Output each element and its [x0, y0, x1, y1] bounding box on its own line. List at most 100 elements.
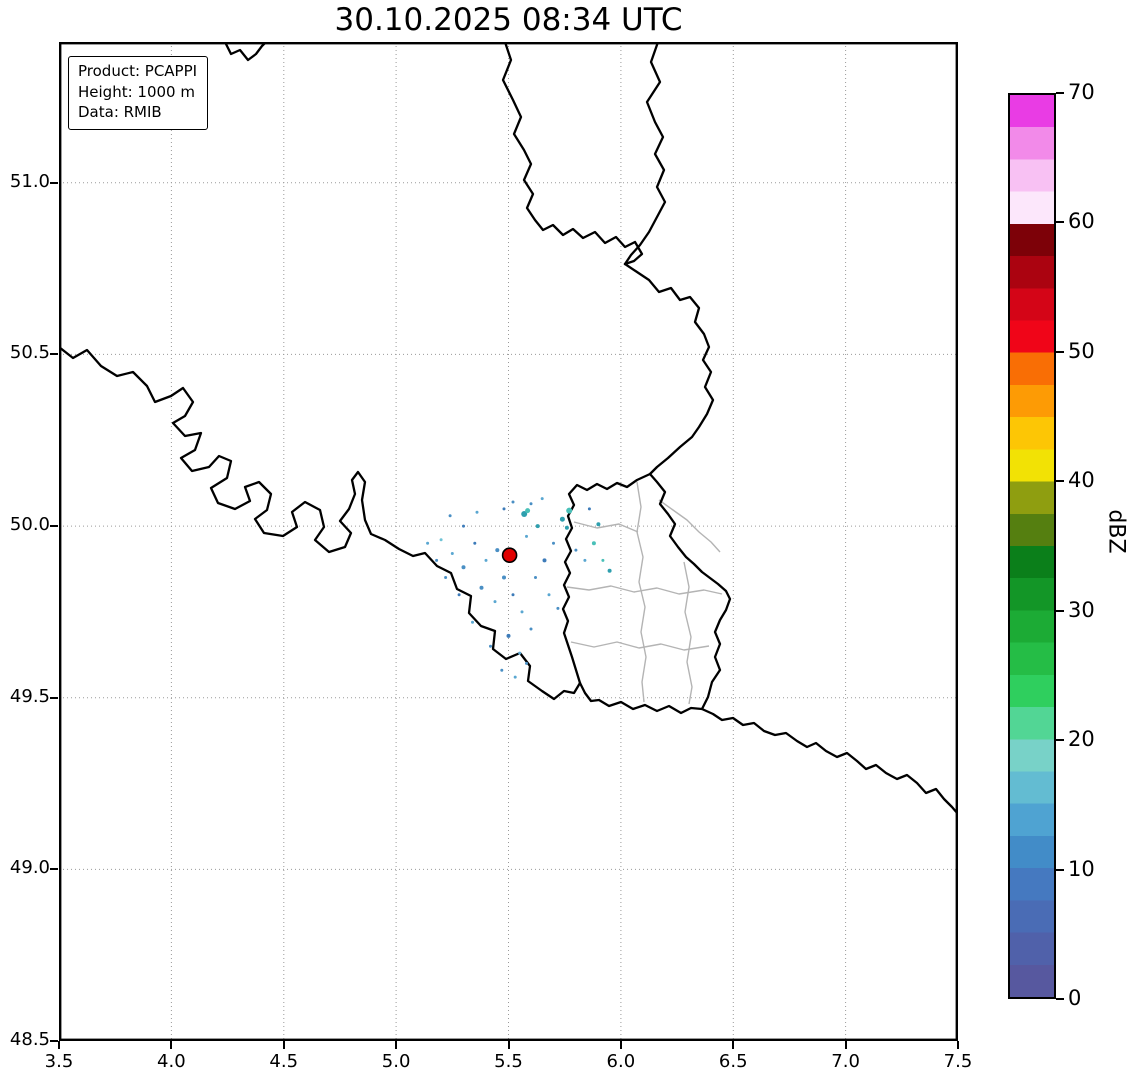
district-line — [636, 481, 647, 703]
echo-pixel — [564, 525, 569, 530]
echo-pixel — [559, 516, 565, 522]
echo-pixel — [529, 627, 533, 631]
echo-pixel — [511, 593, 515, 597]
echo-pixel — [489, 644, 492, 648]
echo-pixel — [450, 552, 454, 555]
echo-pixel — [601, 558, 605, 562]
echo-pixel — [493, 600, 497, 604]
y-tick — [50, 181, 58, 184]
echo-pixel — [461, 565, 466, 570]
y-tick — [50, 525, 58, 528]
figure-title: 30.10.2025 08:34 UTC — [334, 2, 683, 38]
echo-pixel — [535, 524, 540, 529]
colorbar-tick-label: 70 — [1068, 80, 1095, 104]
colorbar-axis-label: dBZ — [1103, 509, 1129, 554]
echo-pixel — [556, 606, 560, 610]
echo-pixel — [583, 558, 587, 562]
echo-pixel — [540, 497, 544, 501]
colorbar-tick-label: 0 — [1068, 986, 1082, 1010]
echo-pixel — [473, 541, 477, 545]
echo-pixel — [518, 651, 522, 655]
x-tick-label: 7.0 — [831, 1051, 860, 1072]
echo-pixel — [502, 575, 506, 580]
echo-pixel — [475, 510, 479, 514]
x-tick-label: 5.5 — [494, 1051, 523, 1072]
echo-pixel — [552, 541, 555, 545]
echo-pixel — [513, 675, 517, 679]
echo-pixel — [448, 514, 452, 518]
border-top-fragment — [223, 42, 268, 62]
echo-pixel — [439, 538, 443, 542]
colorbar-tick — [1056, 739, 1064, 742]
colorbar-tick-label: 60 — [1068, 209, 1095, 234]
x-tick — [844, 1041, 847, 1049]
echo-pixel — [529, 502, 533, 506]
colorbar — [1008, 93, 1056, 999]
echo-pixel — [596, 522, 601, 527]
radar-echoes — [426, 497, 612, 679]
colorbar-tick-label: 50 — [1068, 338, 1095, 363]
country-borders — [59, 42, 958, 816]
district-line — [566, 585, 723, 595]
border-belgium-germany — [623, 262, 715, 476]
y-tick-label: 49.5 — [9, 685, 50, 707]
echo-pixel — [534, 576, 537, 579]
x-tick — [507, 1041, 510, 1049]
echo-pixel — [587, 507, 591, 511]
echo-pixel — [506, 633, 511, 638]
y-tick-label: 48.5 — [9, 1029, 50, 1050]
echo-pixel — [435, 558, 439, 562]
data-source-line: Data: RMIB — [78, 103, 162, 122]
height-line: Height: 1000 m — [78, 82, 195, 101]
echo-pixel — [500, 668, 504, 672]
echo-pixel — [520, 610, 524, 614]
echo-pixel — [479, 585, 484, 590]
x-tick-label: 6.0 — [606, 1051, 636, 1072]
colorbar-tick — [1056, 92, 1064, 94]
district-line — [658, 499, 721, 553]
radar-site-marker — [501, 547, 518, 564]
echo-pixel — [484, 558, 488, 562]
echo-pixel — [591, 541, 596, 546]
plot-frame — [59, 42, 958, 1041]
echo-pixel — [471, 620, 474, 624]
luxembourg-districts — [566, 481, 723, 705]
y-tick-label: 50.5 — [9, 342, 50, 364]
colorbar-tick-label: 30 — [1068, 597, 1095, 622]
x-tick-label: 5.0 — [381, 1051, 411, 1072]
echo-pixel — [511, 500, 515, 504]
product-line: Product: PCAPPI — [78, 62, 198, 80]
y-tick-label: 49.0 — [9, 857, 50, 879]
echo-pixel — [607, 568, 612, 573]
echo-pixel — [542, 558, 547, 563]
colorbar-tick-label: 10 — [1068, 856, 1095, 881]
echo-pixel — [457, 593, 461, 597]
district-line — [683, 561, 693, 705]
product-info-box: Product: PCAPPI Height: 1000 m Data: RMI… — [68, 56, 209, 131]
border-france-germany — [700, 707, 958, 816]
x-tick-label: 4.0 — [157, 1051, 186, 1072]
echo-pixel — [574, 548, 578, 552]
district-line — [573, 521, 639, 533]
border-luxembourg — [561, 472, 732, 715]
y-tick-label: 50.0 — [9, 514, 50, 536]
x-tick — [282, 1041, 285, 1049]
colorbar-tick — [1056, 868, 1064, 871]
y-tick-label: 51.0 — [9, 170, 50, 192]
x-tick — [957, 1041, 959, 1049]
colorbar-tick — [1056, 221, 1064, 224]
radar-site — [501, 547, 518, 564]
echo-pixel — [566, 507, 573, 514]
grid-lines — [59, 42, 958, 1041]
y-tick — [50, 696, 58, 699]
x-tick-label: 6.5 — [718, 1051, 748, 1072]
x-tick-label: 4.5 — [269, 1051, 299, 1072]
map-plot: Product: PCAPPI Height: 1000 m Data: RMI… — [59, 42, 958, 1041]
x-tick-label: 3.5 — [44, 1051, 74, 1072]
echo-pixel — [444, 576, 448, 579]
district-line — [570, 641, 710, 651]
colorbar-tick-label: 40 — [1068, 468, 1095, 493]
echo-pixel — [547, 593, 551, 597]
border-belgium-netherlands — [501, 42, 644, 266]
